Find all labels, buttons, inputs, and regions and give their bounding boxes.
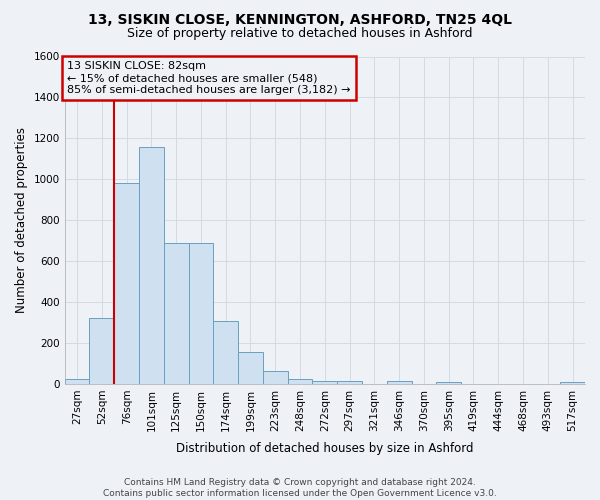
Bar bbox=[139, 146, 164, 384]
X-axis label: Distribution of detached houses by size in Ashford: Distribution of detached houses by size … bbox=[176, 442, 473, 455]
Text: Contains HM Land Registry data © Crown copyright and database right 2024.
Contai: Contains HM Land Registry data © Crown c… bbox=[103, 478, 497, 498]
Bar bbox=[114, 184, 139, 384]
Text: Size of property relative to detached houses in Ashford: Size of property relative to detached ho… bbox=[127, 28, 473, 40]
Text: 13 SISKIN CLOSE: 82sqm
← 15% of detached houses are smaller (548)
85% of semi-de: 13 SISKIN CLOSE: 82sqm ← 15% of detached… bbox=[67, 62, 351, 94]
Bar bbox=[188, 242, 214, 384]
Bar bbox=[164, 242, 188, 384]
Bar bbox=[337, 381, 362, 384]
Bar bbox=[214, 322, 238, 384]
Bar bbox=[263, 370, 287, 384]
Text: 13, SISKIN CLOSE, KENNINGTON, ASHFORD, TN25 4QL: 13, SISKIN CLOSE, KENNINGTON, ASHFORD, T… bbox=[88, 12, 512, 26]
Bar bbox=[89, 318, 114, 384]
Bar bbox=[436, 382, 461, 384]
Bar bbox=[387, 382, 412, 384]
Bar bbox=[287, 379, 313, 384]
Bar bbox=[238, 352, 263, 384]
Bar bbox=[313, 381, 337, 384]
Bar bbox=[65, 379, 89, 384]
Bar bbox=[560, 382, 585, 384]
Y-axis label: Number of detached properties: Number of detached properties bbox=[15, 127, 28, 313]
